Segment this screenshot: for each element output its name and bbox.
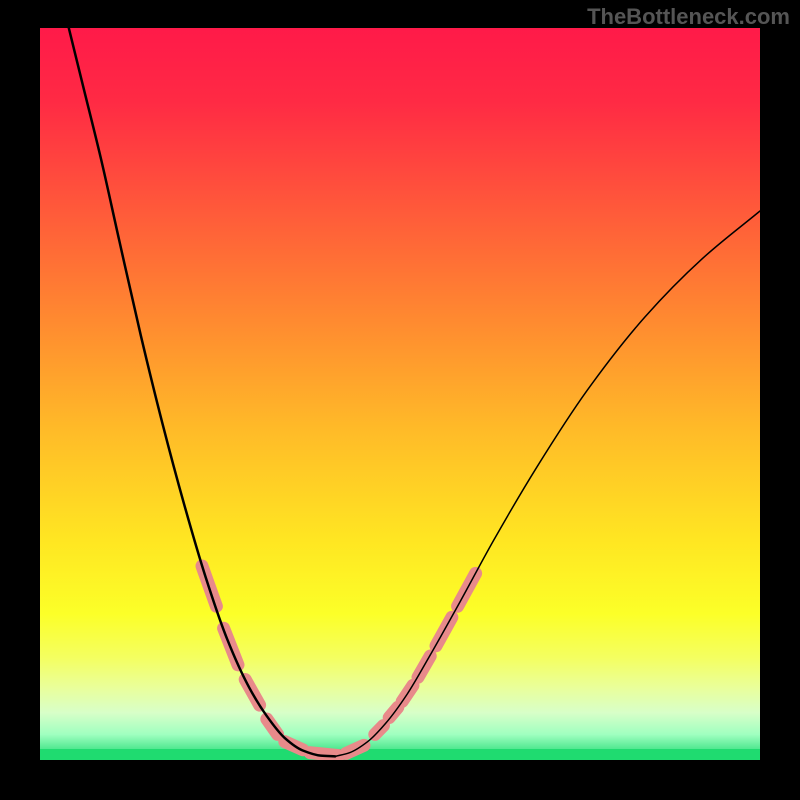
chart-container: TheBottleneck.com [0, 0, 800, 800]
watermark-text: TheBottleneck.com [587, 4, 790, 30]
chart-svg [40, 28, 760, 760]
bottleneck-curve-right [335, 211, 760, 756]
plot-area [40, 28, 760, 760]
bottleneck-curve-left [69, 28, 335, 756]
